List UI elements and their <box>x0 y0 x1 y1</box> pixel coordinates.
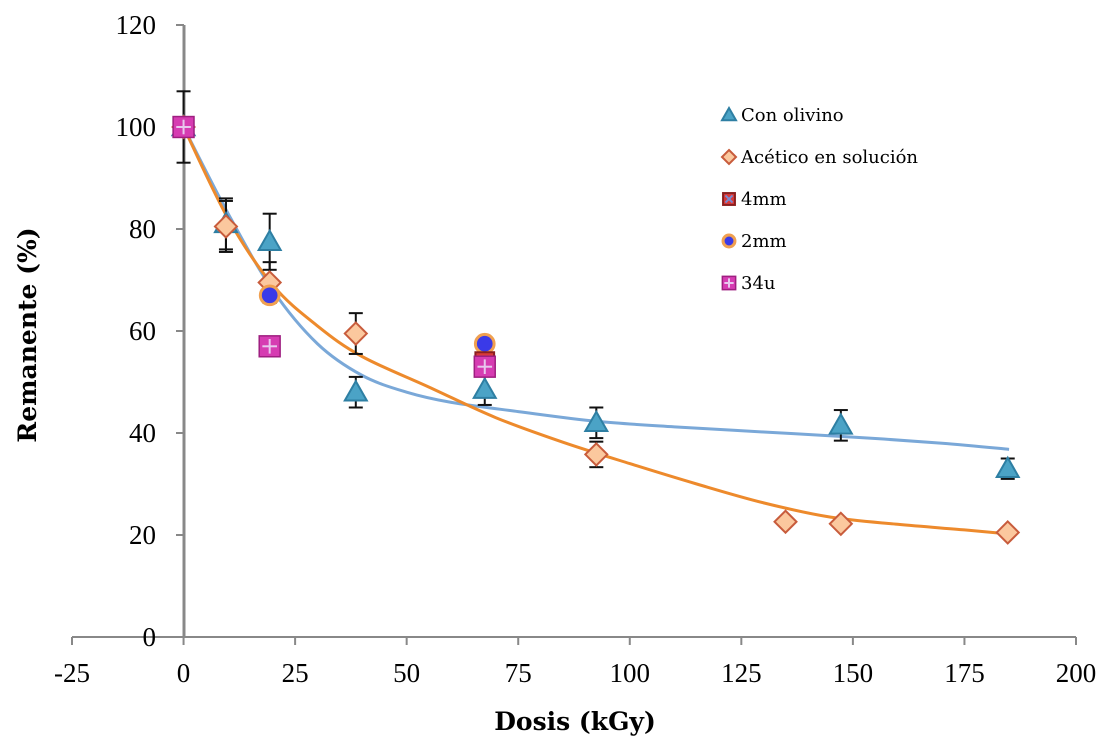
y-tick-label: 80 <box>129 214 156 244</box>
data-point-diamond <box>583 442 609 467</box>
legend-label: 34u <box>741 273 776 294</box>
markers <box>170 113 1021 545</box>
x-axis-title: Dosis (kGy) <box>494 707 656 736</box>
y-tick-label: 40 <box>129 418 156 448</box>
legend-marker-diamond <box>720 148 738 166</box>
data-point-diamond <box>773 509 798 535</box>
y-tick-label: 20 <box>129 520 156 550</box>
x-tick-label: 0 <box>177 658 191 688</box>
y-ticks: 0 20 40 60 80 100 120 <box>116 10 184 652</box>
data-point-triangle <box>828 412 854 435</box>
legend: Con olivino Acético en solución 4mm 2mm 34u <box>720 105 918 294</box>
data-point-circle <box>473 332 496 355</box>
data-point-diamond <box>213 214 239 239</box>
x-ticks: -25 0 25 50 75 100 125 150 175 200 <box>54 637 1096 688</box>
legend-marker-triangle <box>720 105 738 122</box>
y-tick-label: 100 <box>116 112 157 142</box>
data-point-diamond <box>828 511 854 537</box>
x-tick-label: 175 <box>944 658 985 688</box>
x-tick-label: 75 <box>505 658 532 688</box>
axes <box>72 25 1076 638</box>
legend-label: Acético en solución <box>740 147 918 168</box>
x-tick-label: -25 <box>54 658 90 688</box>
x-tick-label: 200 <box>1056 658 1097 688</box>
legend-label: 4mm <box>741 189 787 210</box>
data-point-triangle <box>472 376 498 399</box>
legend-label: Con olivino <box>741 105 844 126</box>
data-point-triangle <box>256 228 283 251</box>
legend-label: 2mm <box>741 231 787 252</box>
data-point-triangle <box>343 379 369 402</box>
data-point-triangle <box>995 455 1021 478</box>
y-tick-label: 120 <box>116 10 157 40</box>
legend-marker-circle <box>721 233 737 249</box>
data-point-diamond <box>995 520 1021 545</box>
y-tick-label: 60 <box>129 316 156 346</box>
legend-marker-square-x-cross <box>724 194 734 204</box>
x-tick-label: 150 <box>833 658 874 688</box>
x-tick-label: 100 <box>610 658 651 688</box>
x-tick-label: 25 <box>282 658 309 688</box>
data-point-circle <box>258 284 281 307</box>
y-axis-title: Remanente (%) <box>13 227 42 442</box>
trendline-1 <box>182 126 1010 451</box>
data-point-diamond <box>343 321 369 346</box>
trendline-2 <box>182 126 1010 536</box>
data-point-triangle <box>583 409 610 433</box>
trendlines <box>182 126 1010 536</box>
y-tick-label: 0 <box>143 622 157 652</box>
x-tick-label: 125 <box>721 658 762 688</box>
x-tick-label: 50 <box>393 658 420 688</box>
